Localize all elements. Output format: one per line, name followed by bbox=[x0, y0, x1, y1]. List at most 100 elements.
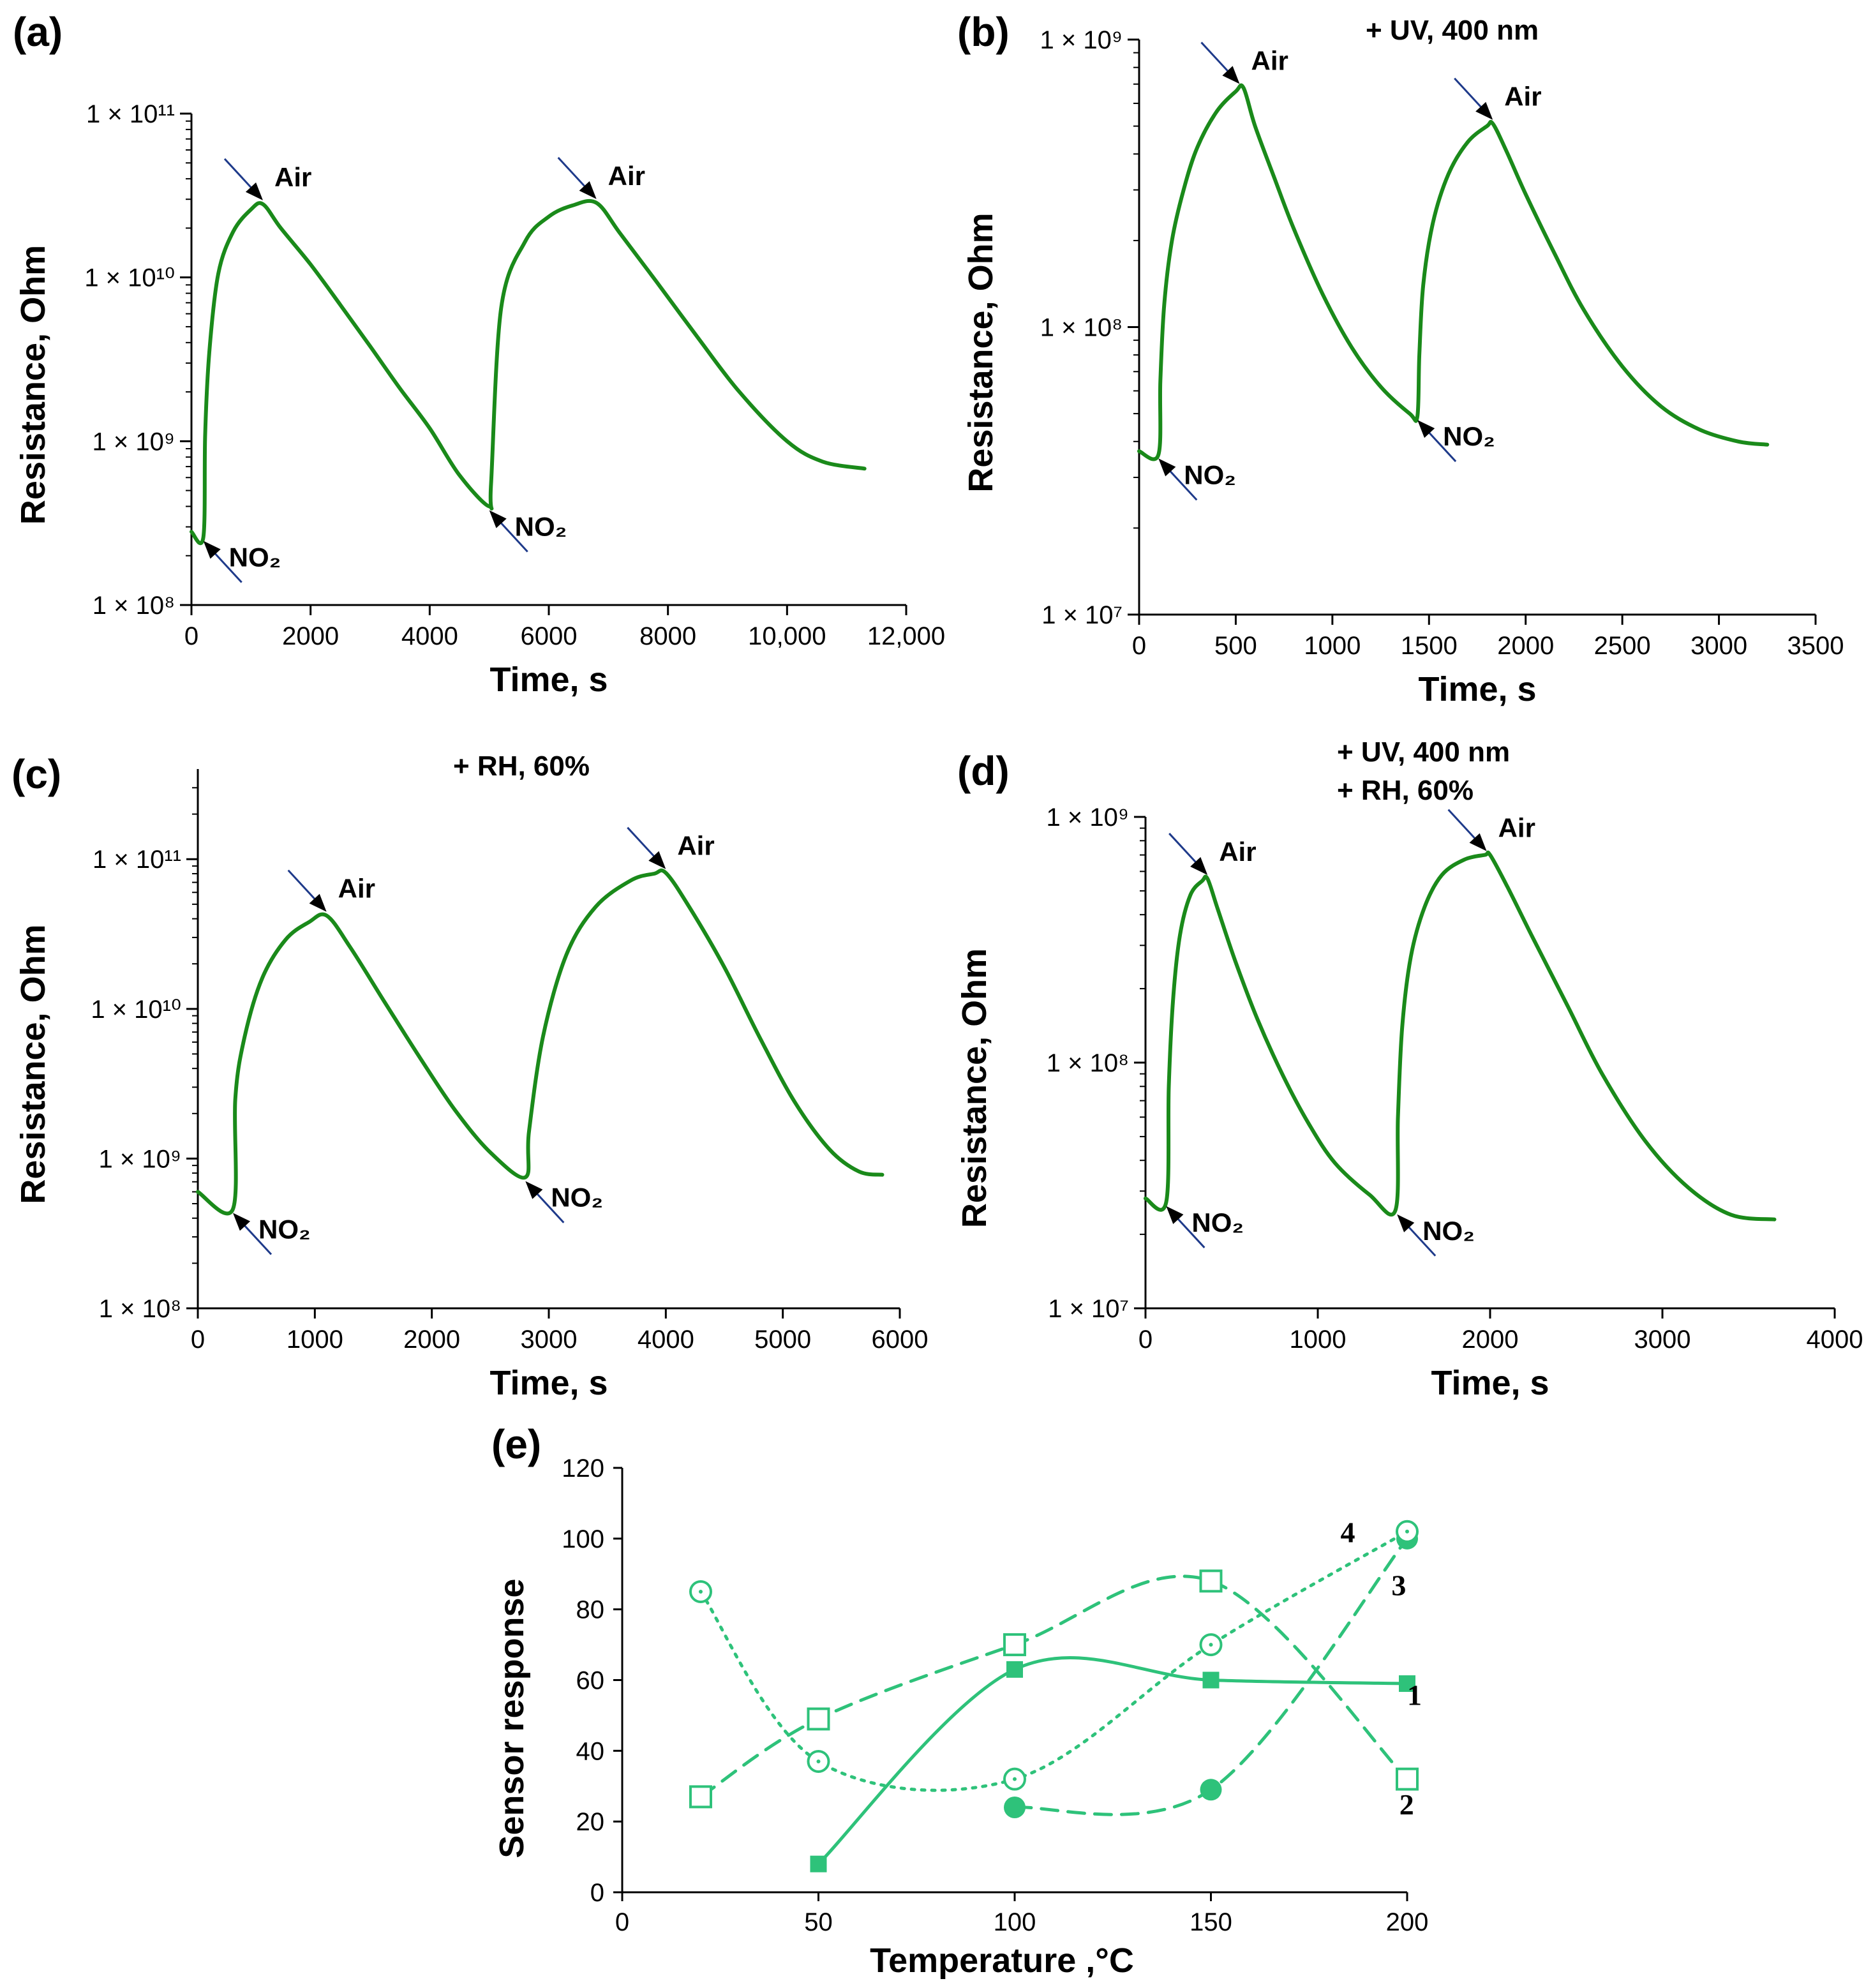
condition-label: + RH, 60% bbox=[1337, 775, 1474, 806]
y-tick-label: 1 × 10⁸ bbox=[1047, 1049, 1129, 1077]
y-tick-label: 0 bbox=[590, 1879, 604, 1907]
annotation-label: NO₂ bbox=[551, 1183, 603, 1213]
panel-a: (a) 0 2000 4000 6000 8000 10,000 12,000 1 × 10⁸ 1… bbox=[13, 9, 945, 699]
y-axis-title: Sensor response bbox=[493, 1578, 531, 1858]
series-line bbox=[1137, 83, 1770, 461]
condition-label: + UV, 400 nm bbox=[1337, 736, 1510, 768]
annotation-label: Air bbox=[677, 831, 714, 861]
x-tick-label: 1000 bbox=[1290, 1326, 1347, 1354]
y-tick-label: 120 bbox=[562, 1454, 604, 1483]
x-tick-label: 1000 bbox=[1304, 632, 1361, 660]
x-tick-label: 0 bbox=[1138, 1326, 1153, 1354]
y-tick-label: 1 × 10⁸ bbox=[99, 1295, 181, 1323]
y-tick-label: 1 × 10⁸ bbox=[93, 592, 175, 620]
x-tick-label: 2000 bbox=[282, 622, 339, 650]
x-tick-label: 0 bbox=[191, 1326, 205, 1354]
data-point bbox=[689, 1785, 712, 1809]
data-point-center bbox=[1209, 1643, 1213, 1647]
x-tick-label: 2000 bbox=[1462, 1326, 1519, 1354]
x-tick-label: 10,000 bbox=[748, 622, 826, 650]
y-axis-title: Resistance, Ohm bbox=[14, 924, 52, 1204]
x-tick-label: 5000 bbox=[754, 1326, 811, 1354]
x-axis-title: Time, s bbox=[489, 1364, 608, 1402]
y-tick-label: 1 × 10¹⁰ bbox=[84, 264, 175, 292]
arrow-head-icon bbox=[648, 851, 666, 869]
panel-label: (a) bbox=[13, 9, 63, 55]
y-tick-label: 40 bbox=[576, 1737, 605, 1765]
x-tick-label: 2000 bbox=[1497, 632, 1554, 660]
series-line bbox=[1144, 850, 1777, 1222]
x-tick-label: 12,000 bbox=[867, 622, 945, 650]
condition-label: + RH, 60% bbox=[453, 751, 590, 782]
y-tick-label: 100 bbox=[562, 1525, 604, 1553]
y-tick-label: 1 × 10¹¹ bbox=[86, 100, 175, 128]
data-point bbox=[807, 1707, 830, 1731]
arrow-head-icon bbox=[233, 1213, 251, 1231]
data-point-center bbox=[1013, 1777, 1017, 1781]
data-point-center bbox=[1405, 1529, 1409, 1534]
x-tick-label: 8000 bbox=[639, 622, 696, 650]
x-tick-label: 4000 bbox=[1807, 1326, 1863, 1354]
x-tick-label: 150 bbox=[1190, 1908, 1232, 1936]
arrow-head-icon bbox=[245, 182, 263, 200]
annotation-label: NO₂ bbox=[1443, 421, 1495, 451]
data-point bbox=[1396, 1767, 1419, 1791]
x-tick-label: 4000 bbox=[638, 1326, 694, 1354]
x-tick-label: 100 bbox=[994, 1908, 1036, 1936]
x-tick-label: 3000 bbox=[1634, 1326, 1691, 1354]
condition-label: + UV, 400 nm bbox=[1366, 15, 1539, 46]
arrow-head-icon bbox=[203, 541, 221, 559]
x-tick-label: 1000 bbox=[287, 1326, 343, 1354]
y-tick-label: 80 bbox=[576, 1596, 605, 1624]
arrow-head-icon bbox=[1397, 1214, 1415, 1232]
series-line bbox=[196, 868, 884, 1216]
y-tick-label: 1 × 10⁷ bbox=[1041, 601, 1123, 629]
arrow-head-icon bbox=[579, 181, 597, 199]
series-line bbox=[699, 1530, 1409, 1792]
arrow-head-icon bbox=[1166, 1206, 1184, 1224]
series-line bbox=[190, 198, 867, 546]
series-label: 3 bbox=[1391, 1569, 1406, 1602]
data-point bbox=[1004, 1797, 1026, 1818]
data-point bbox=[1006, 1661, 1023, 1678]
panel-label: (b) bbox=[957, 9, 1010, 55]
y-tick-label: 1 × 10¹⁰ bbox=[91, 996, 181, 1024]
data-point bbox=[1003, 1633, 1026, 1657]
y-tick-label: 1 × 10⁸ bbox=[1040, 314, 1123, 342]
x-tick-label: 2500 bbox=[1594, 632, 1651, 660]
data-point bbox=[1199, 1569, 1223, 1593]
arrow-head-icon bbox=[1158, 458, 1176, 477]
x-axis-title: Time, s bbox=[489, 661, 608, 699]
arrow-head-icon bbox=[309, 893, 327, 912]
x-tick-label: 0 bbox=[1132, 632, 1146, 660]
data-point bbox=[810, 1855, 827, 1872]
panel-label: (e) bbox=[491, 1421, 541, 1467]
x-tick-label: 3000 bbox=[1690, 632, 1747, 660]
series-line bbox=[699, 1574, 1409, 1798]
x-axis-title: Time, s bbox=[1418, 670, 1536, 708]
y-tick-label: 1 × 10⁷ bbox=[1048, 1295, 1129, 1323]
data-point bbox=[1200, 1779, 1222, 1801]
y-tick-label: 20 bbox=[576, 1808, 605, 1836]
arrow-head-icon bbox=[1222, 66, 1240, 84]
panel-e: (e) 0 50 100 150 200 0 20 40 60 80 100 120 Temperatur… bbox=[491, 1421, 1428, 1980]
series-line bbox=[1013, 1537, 1409, 1816]
panel-c: (c) 0 1000 2000 3000 4000 5000 6000 1 × 10⁸ 1 × 1… bbox=[11, 751, 928, 1402]
x-tick-label: 0 bbox=[615, 1908, 629, 1936]
annotation-label: NO₂ bbox=[1184, 460, 1236, 490]
series-label: 4 bbox=[1340, 1516, 1355, 1548]
x-tick-label: 3500 bbox=[1787, 632, 1844, 660]
annotation-label: Air bbox=[1498, 813, 1535, 843]
annotation-label: Air bbox=[1504, 82, 1541, 112]
arrow-head-icon bbox=[1190, 856, 1208, 875]
annotation-label: Air bbox=[274, 162, 311, 192]
panel-label: (c) bbox=[11, 751, 61, 797]
series-line bbox=[817, 1656, 1409, 1866]
x-tick-label: 50 bbox=[804, 1908, 833, 1936]
y-tick-label: 1 × 10⁹ bbox=[1047, 803, 1129, 832]
y-tick-label: 1 × 10⁹ bbox=[1040, 26, 1123, 54]
arrow-head-icon bbox=[1417, 420, 1435, 438]
x-tick-label: 0 bbox=[184, 622, 198, 650]
arrow-head-icon bbox=[525, 1181, 543, 1199]
y-axis-title: Resistance, Ohm bbox=[962, 213, 1000, 492]
